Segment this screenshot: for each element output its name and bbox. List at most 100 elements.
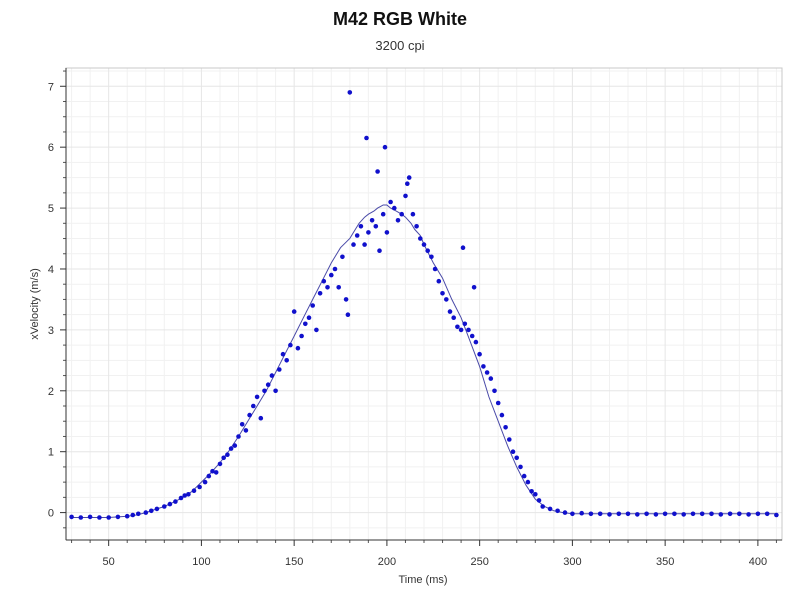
data-point <box>97 515 102 520</box>
data-point <box>481 364 486 369</box>
data-point <box>405 181 410 186</box>
data-point <box>540 504 545 509</box>
data-point <box>495 400 501 406</box>
data-point <box>429 254 434 260</box>
data-point <box>254 394 260 400</box>
chart-title: M42 RGB White <box>332 9 467 29</box>
data-point <box>162 504 167 509</box>
data-point <box>521 473 527 479</box>
data-point <box>228 446 234 451</box>
data-point <box>395 218 401 223</box>
data-point <box>458 327 464 333</box>
data-point <box>167 501 173 507</box>
data-point <box>343 297 349 302</box>
data-point <box>340 254 345 260</box>
data-point <box>597 511 603 517</box>
data-point <box>375 169 380 174</box>
data-point <box>182 493 187 498</box>
data-point <box>239 422 245 427</box>
data-point <box>69 514 74 520</box>
data-point <box>380 211 386 217</box>
data-point <box>709 511 714 517</box>
data-point <box>477 351 482 357</box>
data-point <box>269 373 275 378</box>
data-point <box>484 370 490 375</box>
data-point <box>210 468 215 474</box>
data-point <box>115 514 121 520</box>
data-point <box>262 388 267 394</box>
data-point <box>737 511 742 517</box>
data-point <box>672 511 677 517</box>
data-point <box>154 506 160 512</box>
data-point <box>607 512 612 517</box>
x-tick-label: 350 <box>656 556 674 568</box>
data-point <box>136 511 141 517</box>
data-point <box>329 272 334 278</box>
data-point <box>764 511 770 517</box>
data-point <box>507 437 512 442</box>
x-tick-label: 100 <box>192 556 210 568</box>
data-point <box>332 266 338 272</box>
data-point <box>217 461 223 467</box>
data-point <box>727 511 733 517</box>
data-point <box>444 297 449 302</box>
data-point <box>351 242 356 247</box>
grid-major <box>66 68 782 540</box>
data-point <box>653 512 659 517</box>
data-point <box>503 425 508 430</box>
data-point <box>277 367 282 372</box>
x-tick-label: 50 <box>103 556 115 568</box>
data-point <box>299 333 304 339</box>
data-point <box>547 506 553 512</box>
data-point <box>362 242 367 247</box>
data-point <box>635 512 640 517</box>
data-point <box>451 315 457 321</box>
data-point <box>251 403 256 409</box>
data-point <box>699 511 705 517</box>
data-point <box>425 248 431 253</box>
y-tick-label: 3 <box>48 325 54 337</box>
data-point <box>206 473 212 479</box>
y-tick-label: 1 <box>48 447 54 459</box>
data-point <box>410 211 416 217</box>
data-point <box>462 321 468 327</box>
data-point <box>247 412 252 418</box>
data-point <box>130 512 136 518</box>
data-point <box>414 224 419 229</box>
data-point <box>106 515 111 520</box>
data-point <box>421 242 427 247</box>
data-point <box>124 513 130 519</box>
data-point <box>265 382 271 388</box>
x-tick-labels: 50 100 150 200 250 300 350 400 <box>103 556 768 568</box>
data-point <box>364 135 369 141</box>
data-point <box>243 428 249 433</box>
data-point <box>143 510 149 515</box>
data-point <box>529 489 534 494</box>
data-point <box>186 492 191 497</box>
data-point <box>310 303 316 308</box>
data-point <box>377 248 382 253</box>
data-point <box>280 351 286 357</box>
data-point <box>347 90 353 95</box>
data-point <box>644 511 649 517</box>
data-point <box>536 498 542 503</box>
y-tick-label: 5 <box>48 203 54 215</box>
data-point <box>718 512 724 517</box>
grid-minor <box>66 68 782 540</box>
data-point <box>418 236 423 241</box>
data-point <box>358 224 364 229</box>
data-point <box>273 388 278 394</box>
data-point <box>149 508 154 514</box>
x-axis-label: Time (ms) <box>398 574 447 586</box>
series-points <box>69 90 779 520</box>
data-point <box>225 452 230 458</box>
data-point <box>236 434 241 439</box>
y-tick-label: 6 <box>48 142 54 154</box>
data-point <box>384 230 390 235</box>
data-point <box>178 495 184 501</box>
y-tick-label: 0 <box>48 508 54 520</box>
data-point <box>447 309 453 314</box>
data-point <box>774 512 779 518</box>
data-point <box>191 488 197 494</box>
